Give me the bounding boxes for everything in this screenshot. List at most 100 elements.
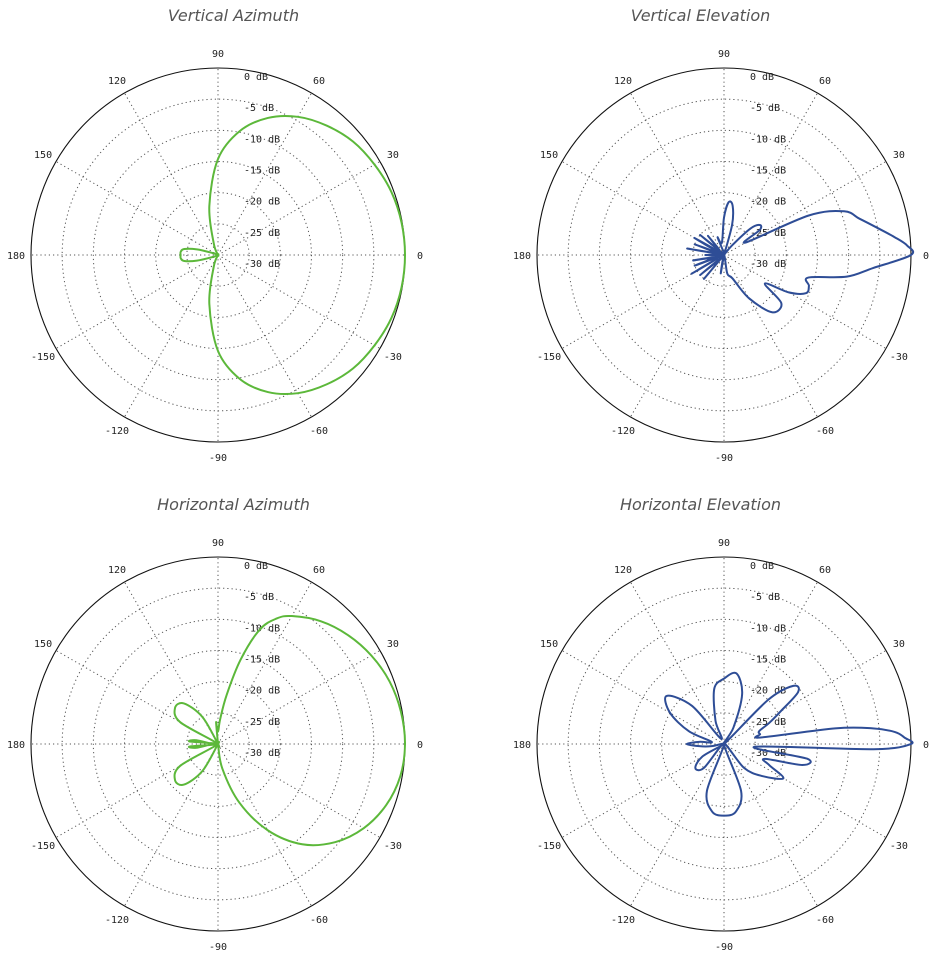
- grid-spoke: [723, 743, 887, 838]
- ring-label: 0 dB: [750, 72, 774, 83]
- grid-spoke: [561, 161, 725, 256]
- angle-label: 30: [387, 639, 399, 650]
- series-line: [173, 614, 407, 847]
- series-line: [179, 114, 406, 396]
- angle-label: 0: [417, 740, 423, 751]
- ring-label: -15 dB: [244, 166, 280, 177]
- grid-spoke: [124, 743, 219, 907]
- grid-spoke: [217, 254, 381, 349]
- angle-label: -120: [105, 915, 129, 926]
- grid-ring: [661, 192, 787, 318]
- grid-spoke: [723, 254, 887, 349]
- angle-label: -60: [310, 915, 328, 926]
- grid-spoke: [561, 743, 725, 838]
- angle-label: 60: [819, 76, 831, 87]
- grid-spoke: [561, 650, 725, 745]
- chart-title: Vertical Elevation: [630, 6, 771, 25]
- ring-label: -20 dB: [244, 197, 280, 208]
- ring-label: -25 dB: [244, 717, 280, 728]
- angle-label: -30: [890, 841, 908, 852]
- angle-label: 0: [923, 740, 929, 751]
- angle-label: -120: [611, 915, 635, 926]
- ring-label: -15 dB: [750, 655, 786, 666]
- grid-ring: [155, 681, 281, 807]
- ring-label: -25 dB: [244, 228, 280, 239]
- angle-label: 150: [34, 639, 52, 650]
- angle-label: -30: [890, 352, 908, 363]
- angle-label: 150: [540, 150, 558, 161]
- grid-spoke: [723, 581, 818, 745]
- ring-label: -30 dB: [750, 748, 786, 759]
- angle-label: -150: [31, 352, 55, 363]
- grid-spoke: [723, 254, 818, 418]
- grid-spoke: [630, 254, 725, 418]
- grid-ring: [661, 681, 787, 807]
- ring-label: -15 dB: [750, 166, 786, 177]
- angle-label: 30: [893, 150, 905, 161]
- angle-label: -150: [537, 841, 561, 852]
- grid-spoke: [124, 92, 219, 256]
- angle-label: 90: [212, 49, 224, 60]
- grid-spoke: [630, 92, 725, 256]
- chart-horizontal-azimuth: Horizontal Azimuth 0 dB -5 dB -10 dB -15 dB…: [0, 489, 467, 967]
- grid-spoke: [55, 254, 219, 349]
- ring-label: -25 dB: [750, 717, 786, 728]
- angle-label: 120: [614, 565, 632, 576]
- angle-label: -60: [816, 426, 834, 437]
- ring-label: -20 dB: [244, 686, 280, 697]
- grid-spoke: [217, 161, 381, 256]
- ring-label: -10 dB: [750, 623, 786, 634]
- angle-label: -30: [384, 352, 402, 363]
- ring-label: -30 dB: [750, 259, 786, 270]
- grid-spoke: [561, 254, 725, 349]
- polar-plot: 0 dB-5 dB-10 dB-15 dB-20 dB-25 dB-30 dB0…: [7, 49, 423, 464]
- angle-label: 30: [893, 639, 905, 650]
- polar-plot: 0 dB-5 dB-10 dB-15 dB-20 dB-25 dB-30 dB0…: [513, 49, 929, 464]
- angle-label: 90: [718, 538, 730, 549]
- angle-label: -120: [611, 426, 635, 437]
- ring-label: -10 dB: [244, 134, 280, 145]
- grid-spoke: [124, 254, 219, 418]
- angle-label: 150: [34, 150, 52, 161]
- grid-ring: [692, 712, 756, 776]
- series-line: [664, 671, 914, 817]
- grid-ring: [155, 192, 281, 318]
- chart-title: Horizontal Azimuth: [157, 495, 310, 514]
- grid-ring: [186, 712, 250, 776]
- grid-spoke: [55, 161, 219, 256]
- grid-spoke: [630, 743, 725, 907]
- polar-plot: 0 dB-5 dB-10 dB-15 dB-20 dB-25 dB-30 dB0…: [513, 538, 929, 953]
- ring-label: -5 dB: [750, 592, 780, 603]
- grid-spoke: [217, 92, 312, 256]
- ring-label: -5 dB: [244, 103, 274, 114]
- angle-label: -150: [537, 352, 561, 363]
- chart-vertical-elevation: Vertical Elevation 0 dB -5 dB -10 dB -15 dB…: [467, 0, 934, 478]
- grid-ring: [92, 129, 344, 381]
- grid-ring: [92, 618, 344, 870]
- ring-label: 0 dB: [244, 561, 268, 572]
- grid-ring: [598, 618, 850, 870]
- angle-label: 120: [614, 76, 632, 87]
- angle-label: 30: [387, 150, 399, 161]
- grid-spoke: [55, 743, 219, 838]
- grid-spoke: [217, 581, 312, 745]
- grid-spoke: [55, 650, 219, 745]
- angle-label: 180: [7, 740, 25, 751]
- angle-label: 60: [819, 565, 831, 576]
- angle-label: 150: [540, 639, 558, 650]
- grid-spoke: [217, 743, 312, 907]
- angle-label: -90: [715, 453, 733, 464]
- angle-label: 0: [923, 251, 929, 262]
- angle-label: 180: [513, 251, 531, 262]
- ring-label: 0 dB: [244, 72, 268, 83]
- ring-label: -10 dB: [244, 623, 280, 634]
- grid-spoke: [723, 92, 818, 256]
- grid-spoke: [217, 743, 381, 838]
- grid-spoke: [630, 581, 725, 745]
- angle-label: 90: [718, 49, 730, 60]
- angle-label: -90: [715, 942, 733, 953]
- ring-label: 0 dB: [750, 561, 774, 572]
- angle-label: -150: [31, 841, 55, 852]
- angle-label: -90: [209, 453, 227, 464]
- grid-spoke: [217, 650, 381, 745]
